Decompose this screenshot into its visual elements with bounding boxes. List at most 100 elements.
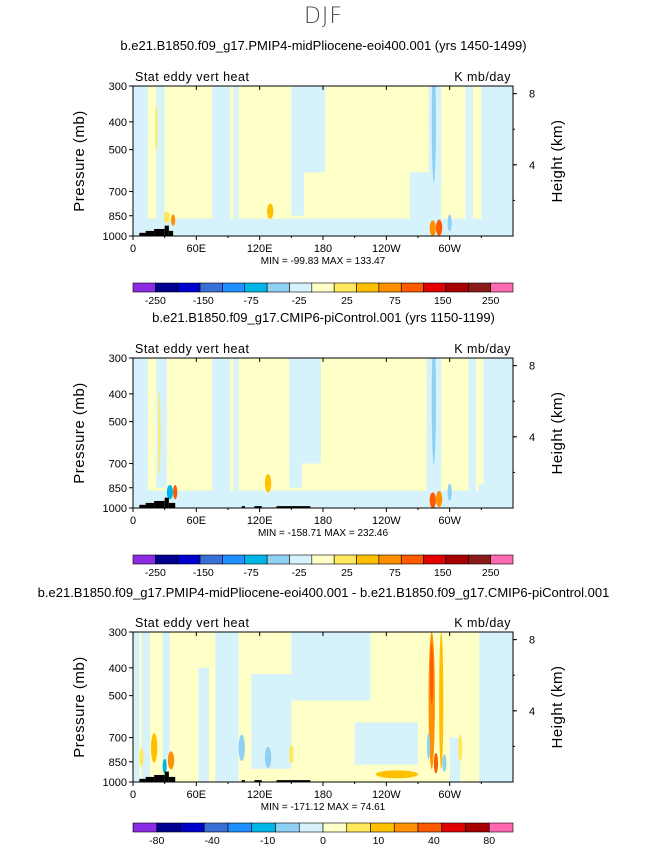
y-tick-label: 850 [109,483,127,495]
panel-3-title: b.e21.B1850.f09_g17.PMIP4-midPliocene-eo… [37,585,610,600]
contour-band [162,632,170,762]
contour-band [233,358,239,508]
topography-mask [276,506,311,508]
colorbar-box [311,554,335,565]
topography-mask [145,776,155,782]
contour-cell [426,732,431,760]
y-tick-label: 300 [109,627,127,639]
colorbar-label: -25 [291,567,306,579]
topography-mask [164,497,169,508]
topography-mask [168,776,176,782]
colorbar-label: 75 [389,567,401,579]
colorbar-label: 150 [434,567,452,579]
contour-band [198,667,209,782]
contour-cell [158,391,161,476]
topography-mask [276,780,311,782]
y-tick-label: 500 [109,145,127,157]
colorbar-box [417,822,443,833]
colorbar-label: -150 [193,567,214,579]
colorbar-label: 25 [341,295,353,307]
topography-mask [145,502,155,508]
y-tick-label: 400 [109,117,127,129]
contour-cell [458,734,463,761]
contour-band [468,358,477,508]
colorbar-label: -25 [291,295,306,307]
x-tick-label: 60W [438,243,461,255]
panel-2: Stat eddy vert heat K mb/day 0 60E 120E 180 12… [71,342,566,579]
contour-band [133,358,148,508]
colorbar-label: -250 [145,295,166,307]
colorbar-box [199,554,223,565]
colorbar: -250 -150 -75 -25 25 75 150 250 [132,282,514,307]
x-tick-label: 120E [247,515,273,527]
units-label: K mb/day [454,70,511,84]
page-title: DJF [303,4,344,29]
colorbar-box [177,282,201,293]
contour-band [304,86,326,173]
contour-band [133,218,513,236]
colorbar-label: 250 [482,295,500,307]
colorbar-box [266,554,290,565]
x-tick-label: 120W [372,243,401,255]
contour-band [291,632,371,701]
colorbar-box [445,282,469,293]
contour-band [156,86,165,223]
y-tick-label: 300 [109,353,127,365]
right-tick-label: 4 [529,160,535,172]
y-tick-label: 1000 [103,777,127,789]
y-tick-label: 1000 [103,503,127,515]
contour-cell [375,770,418,779]
units-label: K mb/day [454,616,511,630]
topography-mask [139,778,146,782]
topography-mask [168,230,174,236]
x-tick-label: 60W [438,515,461,527]
stats-label: MIN = -171.12 MAX = 74.61 [261,802,386,813]
x-tick-label: 60E [187,789,207,801]
units-label: K mb/day [454,342,511,356]
contour-cell [442,754,447,772]
colorbar-box [378,554,402,565]
variable-label: Stat eddy vert heat [135,70,249,84]
colorbar-box [155,282,179,293]
contour-cell [435,490,443,508]
contour-cell [155,103,158,152]
x-tick-label: 0 [130,515,136,527]
contour-band [212,358,231,508]
x-tick-label: 0 [130,789,136,801]
topography-mask [145,230,155,236]
colorbar-box [467,282,491,293]
panel-1-title: b.e21.B1850.f09_g17.PMIP4-midPliocene-eo… [120,38,527,53]
contour-band [133,490,513,508]
x-tick-label: 120E [247,789,273,801]
y-axis-label: Pressure (mb) [71,110,88,212]
colorbar-label: 10 [373,835,385,844]
contour-band [409,172,434,223]
y-axis-label: Pressure (mb) [71,656,88,758]
right-axis-label: Height (km) [549,119,566,202]
x-tick-label: 120W [372,789,401,801]
contour-cell [431,86,436,183]
colorbar-label: 25 [341,567,353,579]
contour-cell [433,753,439,774]
colorbar-box [227,822,253,833]
colorbar-box [132,554,156,565]
variable-label: Stat eddy vert heat [135,616,249,630]
colorbar-box [467,554,491,565]
contour-band [289,358,302,488]
colorbar: -250 -150 -75 -25 25 75 150 250 [132,554,514,579]
variable-label: Stat eddy vert heat [135,342,249,356]
y-tick-label: 700 [109,733,127,745]
topography-mask [164,771,169,782]
colorbar-box [400,554,424,565]
contour-cell [173,484,178,500]
colorbar-box [400,282,424,293]
topography-mask [254,506,262,508]
contour-cell [439,632,444,769]
contour-band [483,358,513,508]
contour-cell [139,748,144,767]
colorbar-box [311,282,335,293]
colorbar-box [289,282,313,293]
panel-3: Stat eddy vert heat K mb/day 0 60E 120E 180 12… [71,616,566,844]
colorbar-label: 0 [320,835,326,844]
